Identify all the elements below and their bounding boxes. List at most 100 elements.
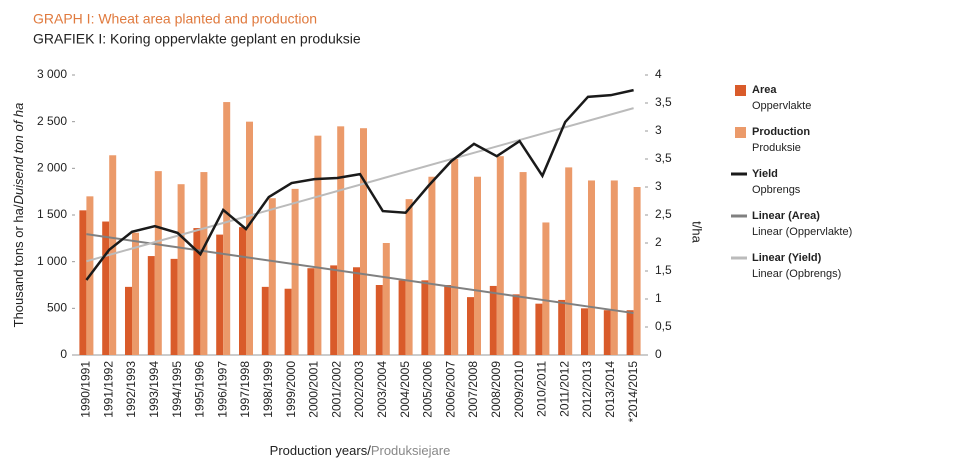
bar <box>633 187 641 355</box>
x-tick-label: 1994/1995 <box>170 361 184 418</box>
y2-tick-label: 1 <box>655 291 662 305</box>
y2-tick-label: 0 <box>655 347 662 361</box>
bar <box>261 286 269 355</box>
bar <box>337 126 345 355</box>
bar <box>558 299 566 355</box>
x-tick-label: 2010/2011 <box>535 361 549 417</box>
y2-tick-label: 3 <box>655 179 662 193</box>
legend-swatch <box>735 85 746 96</box>
x-tick-label: 1996/1997 <box>215 361 229 418</box>
legend-sublabel: Oppervlakte <box>752 100 811 112</box>
x-tick-label: 2003/2004 <box>375 361 389 418</box>
x-tick-label: 1999/2000 <box>284 361 298 418</box>
bar <box>330 265 338 355</box>
x-tick-label: 2013/2014 <box>603 361 617 418</box>
x-tick-label: 1998/1999 <box>261 361 275 418</box>
y2-tick-label: 1,5 <box>655 263 672 277</box>
x-tick-label: 2012/2013 <box>580 361 594 418</box>
legend-swatch <box>735 127 746 138</box>
bar <box>474 176 481 355</box>
trend-line <box>86 107 634 263</box>
y2-tick-label: 3,5 <box>655 151 672 165</box>
bar <box>79 210 87 355</box>
bar <box>444 285 452 355</box>
bar <box>535 303 543 355</box>
legend-sublabel: Opbrengs <box>752 184 801 196</box>
legend-sublabel: Linear (Oppervlakte) <box>752 226 852 238</box>
y2-tick-label: 0,5 <box>655 319 672 333</box>
y-axis-label: Thousand tons or ha/Duisend ton of ha <box>11 103 26 328</box>
x-tick-label: 2005/2006 <box>421 361 435 418</box>
bar <box>496 156 504 355</box>
x-tick-label: 2009/2010 <box>512 361 526 418</box>
bar <box>360 128 367 355</box>
x-tick-label: 2006/2007 <box>443 361 457 418</box>
y2-axis-label: t/ha <box>690 221 705 243</box>
bar <box>375 285 383 355</box>
x-tick-label: 2000/2001 <box>307 361 321 418</box>
y2-tick-label: 2,5 <box>655 207 672 221</box>
bar <box>353 267 360 355</box>
x-tick-label: 2008/2009 <box>489 361 503 418</box>
x-tick-label: 2004/2005 <box>398 361 412 418</box>
legend-sublabel: Linear (Opbrengs) <box>752 268 841 280</box>
bar <box>314 135 322 355</box>
bar <box>200 172 208 355</box>
legend-label: Linear (Area) <box>752 210 820 222</box>
bar <box>239 227 246 355</box>
x-tick-label: 1992/1993 <box>124 361 138 418</box>
bar <box>428 176 436 355</box>
bar <box>147 256 155 355</box>
bar <box>451 159 459 355</box>
bar <box>489 285 497 355</box>
bar <box>626 310 634 355</box>
bar <box>170 258 178 355</box>
legend-label: Yield <box>752 168 778 180</box>
x-tick-label: 2011/2012 <box>557 361 571 417</box>
x-axis-label: Production years/Produksiejare <box>270 443 451 458</box>
x-tick-label: 1991/1992 <box>101 361 115 418</box>
bar <box>382 243 390 355</box>
bar <box>102 221 110 355</box>
bar <box>519 172 527 355</box>
bar <box>398 280 406 355</box>
y2-tick-label: 3,5 <box>655 95 672 109</box>
x-tick-label: 2002/2003 <box>352 361 366 418</box>
bar <box>223 102 231 355</box>
x-tick-label: 1995/1996 <box>193 361 207 418</box>
y-tick-label: 2 500 <box>37 114 67 128</box>
bar <box>421 280 429 355</box>
bar <box>246 121 253 356</box>
bar <box>581 308 588 355</box>
x-tick-label: 2001/2002 <box>329 361 343 418</box>
bar <box>268 198 276 355</box>
y-tick-label: 3 000 <box>37 67 67 81</box>
x-tick-label: 2007/2008 <box>466 361 480 418</box>
y-tick-label: 1 500 <box>37 207 67 221</box>
y2-tick-label: 4 <box>655 67 662 81</box>
bar <box>467 297 474 355</box>
yield-line <box>85 88 634 281</box>
bar <box>109 155 117 355</box>
y-tick-label: 0 <box>60 347 67 361</box>
bar <box>603 310 611 355</box>
x-tick-label: 1993/1994 <box>147 361 161 418</box>
bar <box>565 167 573 355</box>
bar <box>125 286 132 355</box>
x-tick-label: 1990/1991 <box>79 361 93 418</box>
legend-label: Area <box>752 84 777 96</box>
trend-line <box>86 233 634 315</box>
bar <box>588 180 595 355</box>
x-tick-label: 1997/1998 <box>238 361 252 418</box>
legend-sublabel: Produksie <box>752 142 801 154</box>
bar <box>610 180 618 355</box>
bar <box>193 228 201 355</box>
legend-label: Linear (Yield) <box>752 252 822 264</box>
bar <box>512 294 520 355</box>
chart-title: GRAPH I: Wheat area planted and producti… <box>33 11 317 27</box>
bar <box>307 268 315 355</box>
y-tick-label: 2 000 <box>37 161 67 175</box>
bar <box>405 199 413 355</box>
bar <box>291 188 299 355</box>
